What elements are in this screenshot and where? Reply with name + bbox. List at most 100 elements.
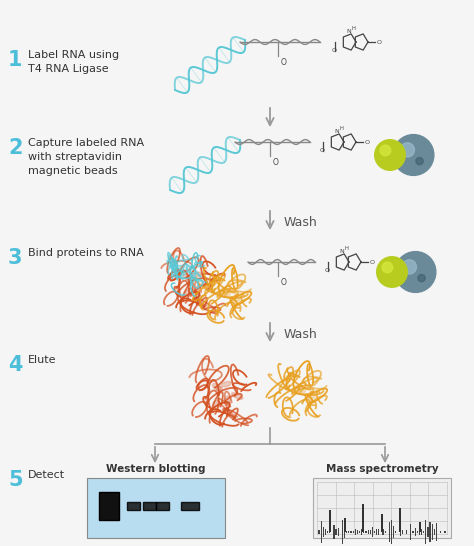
Bar bbox=[434, 532, 435, 535]
Text: Elute: Elute bbox=[28, 355, 56, 365]
Ellipse shape bbox=[310, 390, 315, 398]
Text: 1: 1 bbox=[8, 50, 22, 70]
Text: Wash: Wash bbox=[284, 328, 318, 341]
Bar bbox=[361, 529, 362, 532]
Ellipse shape bbox=[187, 277, 192, 282]
Text: 4: 4 bbox=[8, 355, 22, 375]
Ellipse shape bbox=[235, 294, 240, 301]
Bar bbox=[436, 523, 437, 532]
Text: Mass spectrometry: Mass spectrometry bbox=[326, 464, 438, 474]
Circle shape bbox=[416, 157, 423, 165]
Bar bbox=[327, 531, 328, 532]
Ellipse shape bbox=[221, 382, 231, 387]
Bar bbox=[401, 530, 403, 532]
Ellipse shape bbox=[286, 376, 292, 383]
Ellipse shape bbox=[232, 300, 237, 306]
Text: O: O bbox=[365, 139, 370, 145]
Bar bbox=[419, 530, 420, 532]
Ellipse shape bbox=[292, 386, 297, 391]
Bar bbox=[417, 532, 418, 533]
Text: 2: 2 bbox=[8, 138, 22, 158]
Circle shape bbox=[395, 252, 436, 293]
Text: O: O bbox=[273, 158, 279, 167]
Bar bbox=[357, 532, 358, 534]
Bar bbox=[423, 531, 424, 532]
Bar bbox=[399, 508, 401, 532]
Bar bbox=[410, 532, 411, 541]
Bar bbox=[329, 531, 330, 532]
Bar bbox=[320, 521, 322, 532]
Bar bbox=[414, 528, 416, 532]
Bar bbox=[329, 510, 331, 532]
Ellipse shape bbox=[183, 290, 191, 296]
Text: O: O bbox=[331, 48, 337, 53]
Bar bbox=[344, 518, 346, 532]
Ellipse shape bbox=[190, 272, 192, 277]
Circle shape bbox=[402, 260, 417, 274]
Ellipse shape bbox=[213, 401, 220, 407]
Bar bbox=[429, 522, 431, 532]
Bar bbox=[350, 532, 352, 533]
Bar bbox=[344, 532, 345, 538]
Bar bbox=[325, 532, 326, 535]
Bar bbox=[412, 532, 414, 533]
Circle shape bbox=[380, 145, 391, 156]
Text: Detect: Detect bbox=[28, 470, 65, 480]
Bar bbox=[376, 532, 377, 535]
Bar bbox=[336, 529, 337, 532]
Bar bbox=[440, 532, 441, 533]
Bar bbox=[376, 530, 377, 532]
Circle shape bbox=[418, 275, 425, 282]
FancyBboxPatch shape bbox=[143, 502, 156, 510]
Ellipse shape bbox=[285, 376, 291, 382]
Ellipse shape bbox=[180, 269, 184, 276]
Bar bbox=[401, 532, 403, 534]
Bar bbox=[355, 530, 356, 532]
Text: O: O bbox=[281, 58, 287, 67]
Text: N: N bbox=[346, 29, 351, 34]
Text: Label RNA using
T4 RNA Ligase: Label RNA using T4 RNA Ligase bbox=[28, 50, 119, 74]
Text: O: O bbox=[376, 39, 382, 45]
FancyBboxPatch shape bbox=[87, 478, 225, 538]
Bar bbox=[359, 531, 360, 532]
Text: Western blotting: Western blotting bbox=[106, 464, 206, 474]
Bar bbox=[325, 529, 326, 532]
Ellipse shape bbox=[191, 272, 201, 277]
Bar bbox=[429, 532, 431, 542]
Bar bbox=[374, 531, 375, 532]
Bar bbox=[393, 532, 394, 538]
FancyBboxPatch shape bbox=[313, 478, 451, 538]
Bar bbox=[367, 530, 369, 532]
Bar bbox=[400, 532, 401, 536]
Ellipse shape bbox=[212, 383, 221, 390]
Bar bbox=[400, 528, 401, 532]
Bar bbox=[359, 532, 360, 533]
Bar bbox=[445, 532, 446, 533]
Bar bbox=[421, 532, 422, 535]
Ellipse shape bbox=[225, 290, 230, 296]
Bar bbox=[344, 526, 345, 532]
Text: O: O bbox=[325, 268, 329, 273]
FancyBboxPatch shape bbox=[181, 502, 199, 510]
Ellipse shape bbox=[224, 396, 230, 406]
Ellipse shape bbox=[190, 266, 194, 271]
Bar bbox=[323, 527, 324, 532]
Bar bbox=[393, 526, 394, 532]
FancyBboxPatch shape bbox=[127, 502, 140, 510]
Ellipse shape bbox=[232, 393, 243, 399]
Bar bbox=[419, 532, 420, 535]
Bar bbox=[378, 532, 379, 535]
Bar bbox=[355, 532, 356, 535]
Text: N: N bbox=[340, 249, 345, 254]
Bar bbox=[440, 531, 441, 532]
Bar bbox=[346, 532, 347, 533]
Bar bbox=[406, 532, 407, 535]
Bar bbox=[384, 532, 386, 533]
Circle shape bbox=[400, 143, 414, 157]
Bar bbox=[389, 532, 390, 542]
Bar bbox=[370, 532, 371, 534]
Bar bbox=[353, 532, 354, 533]
Bar bbox=[348, 531, 349, 532]
Bar bbox=[445, 531, 446, 532]
Circle shape bbox=[375, 140, 405, 170]
